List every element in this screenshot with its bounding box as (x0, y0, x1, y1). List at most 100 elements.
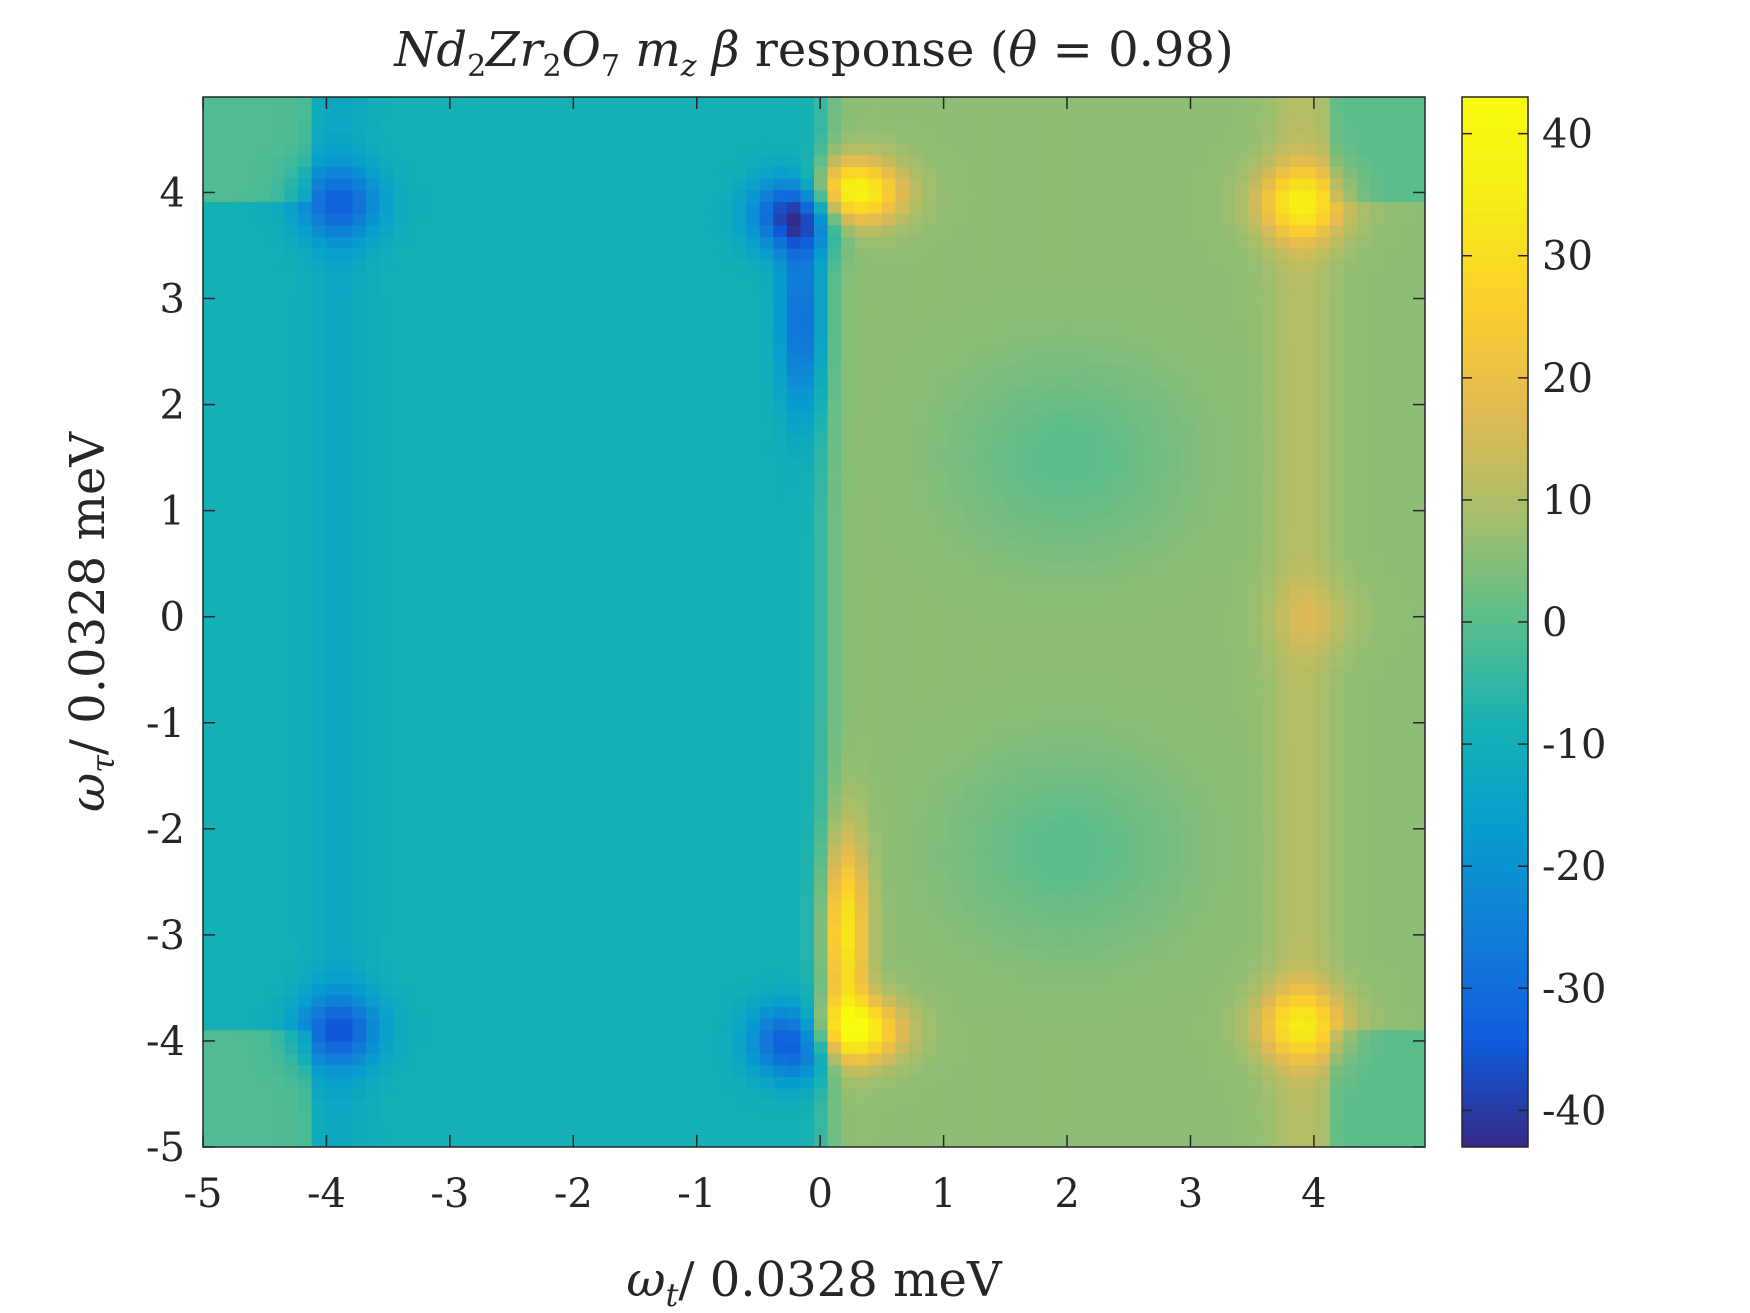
heatmap-cell (393, 668, 408, 681)
heatmap-cell (854, 190, 869, 203)
heatmap-cell (623, 353, 639, 366)
heatmap-cell (1071, 493, 1087, 506)
heatmap-cell (827, 225, 842, 238)
heatmap-cell (1329, 272, 1345, 285)
heatmap-cell (1343, 715, 1358, 728)
heatmap-cell (1194, 610, 1209, 623)
heatmap-cell (1411, 213, 1425, 226)
heatmap-cell (1329, 377, 1345, 390)
heatmap-cell (257, 540, 272, 553)
heatmap-cell (1044, 563, 1059, 576)
heatmap-cell (1004, 715, 1019, 728)
heatmap-cell (1329, 365, 1345, 378)
heatmap-cell (881, 423, 897, 436)
heatmap-cell (406, 120, 421, 133)
heatmap-cell (773, 108, 788, 121)
heatmap-cell (1329, 692, 1345, 705)
heatmap-cell (800, 540, 815, 553)
heatmap-cell (1289, 482, 1304, 495)
heatmap-cell (474, 342, 489, 355)
heatmap-cell (270, 295, 286, 308)
heatmap-cell (447, 622, 462, 635)
heatmap-cell (1207, 97, 1222, 110)
heatmap-cell (1194, 587, 1209, 600)
heatmap-cell (1194, 260, 1209, 273)
heatmap-cell (827, 458, 842, 471)
heatmap-cell (298, 143, 313, 156)
heatmap-cell (990, 155, 1005, 168)
heatmap-cell (243, 458, 258, 471)
heatmap-cell (542, 610, 557, 623)
heatmap-cell (691, 143, 706, 156)
heatmap-cell (610, 167, 625, 180)
heatmap-cell (365, 120, 381, 133)
heatmap-cell (243, 657, 258, 670)
heatmap-cell (596, 365, 611, 378)
heatmap-cell (583, 412, 598, 425)
heatmap-cell (379, 260, 394, 273)
heatmap-cell (406, 318, 421, 331)
heatmap-cell (257, 680, 272, 693)
heatmap-cell (976, 143, 992, 156)
heatmap-cell (488, 412, 503, 425)
heatmap-cell (1207, 283, 1222, 296)
heatmap-cell (610, 738, 625, 751)
heatmap-cell (841, 703, 856, 716)
heatmap-cell (718, 715, 734, 728)
heatmap-cell (854, 528, 869, 541)
heatmap-cell (1262, 272, 1277, 285)
heatmap-cell (420, 528, 435, 541)
heatmap-cell (393, 318, 408, 331)
heatmap-cell (909, 330, 924, 343)
heatmap-cell (556, 668, 571, 681)
heatmap-cell (1099, 132, 1114, 145)
heatmap-cell (1044, 482, 1059, 495)
heatmap-cell (1262, 458, 1277, 471)
heatmap-cell (1397, 272, 1413, 285)
heatmap-cell (230, 342, 245, 355)
heatmap-cell (976, 470, 992, 483)
heatmap-cell (773, 318, 788, 331)
heatmap-cell (678, 167, 693, 180)
heatmap-cell (1329, 715, 1345, 728)
heatmap-cell (298, 482, 313, 495)
heatmap-cell (1044, 400, 1059, 413)
heatmap-cell (610, 645, 625, 658)
heatmap-cell (379, 458, 394, 471)
heatmap-cell (976, 598, 992, 611)
heatmap-cell (949, 248, 964, 261)
heatmap-cell (773, 645, 788, 658)
heatmap-cell (216, 97, 231, 110)
heatmap-cell (569, 283, 584, 296)
heatmap-cell (827, 260, 842, 273)
heatmap-cell (814, 563, 829, 576)
heatmap-cell (1221, 447, 1236, 460)
heatmap-cell (637, 435, 652, 448)
heatmap-cell (596, 213, 611, 226)
heatmap-cell (1058, 120, 1073, 133)
heatmap-cell (786, 458, 802, 471)
heatmap-cell (556, 97, 571, 110)
heatmap-cell (203, 260, 218, 273)
heatmap-cell (1411, 353, 1425, 366)
heatmap-cell (1031, 225, 1046, 238)
heatmap-cell (1139, 377, 1155, 390)
heatmap-cell (569, 680, 584, 693)
heatmap-cell (447, 342, 462, 355)
heatmap-cell (637, 132, 652, 145)
heatmap-cell (1126, 272, 1141, 285)
heatmap-cell (909, 563, 924, 576)
heatmap-cell (841, 517, 856, 530)
heatmap-cell (365, 248, 381, 261)
heatmap-cell (718, 528, 734, 541)
heatmap-cell (949, 447, 964, 460)
heatmap-cell (718, 213, 734, 226)
heatmap-cell (1370, 400, 1385, 413)
heatmap-cell (1167, 295, 1182, 308)
heatmap-cell (1112, 190, 1127, 203)
heatmap-cell (1139, 108, 1155, 121)
heatmap-cell (827, 447, 842, 460)
heatmap-cell (338, 132, 353, 145)
heatmap-cell (311, 120, 326, 133)
heatmap-cell (949, 120, 964, 133)
